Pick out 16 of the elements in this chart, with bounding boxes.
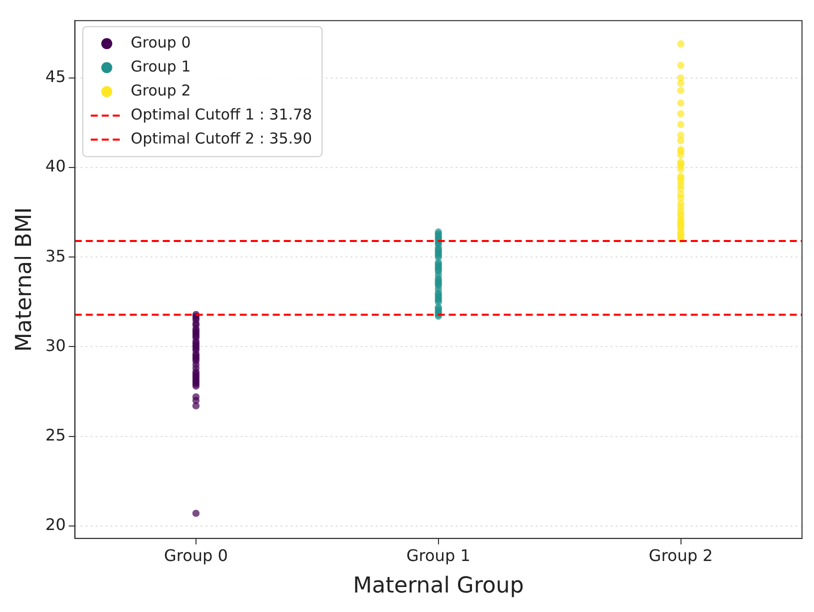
y-tick-label: 45	[45, 67, 66, 86]
legend-label: Group 0	[130, 33, 191, 52]
y-tick-label: 40	[45, 156, 66, 176]
y-tick-label: 20	[45, 515, 66, 534]
x-tick-label: Group 1	[406, 546, 470, 566]
x-axis-title: Maternal Group	[352, 574, 524, 599]
y-tick-label: 30	[45, 336, 66, 355]
legend-label: Group 1	[130, 57, 191, 76]
y-tick-label: 25	[45, 425, 66, 444]
x-tick-label: Group 0	[164, 546, 228, 566]
legend-label: Group 2	[130, 81, 191, 100]
y-tick-label: 35	[45, 246, 66, 266]
legend-label: Optimal Cutoff 2 : 35.90	[130, 129, 312, 148]
x-tick-label: Group 2	[648, 546, 713, 566]
legend-label: Optimal Cutoff 1 : 31.78	[130, 105, 312, 124]
y-axis-title: Maternal BMI	[12, 207, 37, 352]
